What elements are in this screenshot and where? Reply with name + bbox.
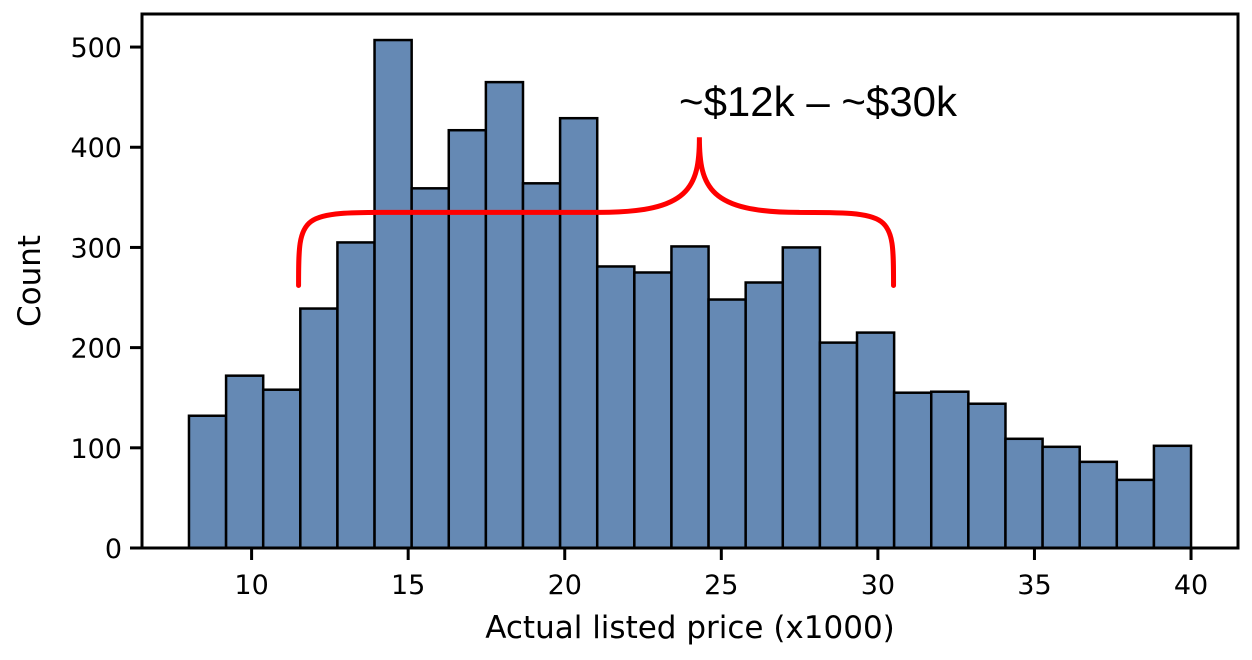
- histogram-bar: [707, 298, 747, 550]
- histogram-bar: [1115, 478, 1156, 550]
- histogram-bar: [1152, 444, 1193, 550]
- histogram-bar: [892, 391, 933, 550]
- x-axis-ticks: 10 15 20 25 30 35 40: [234, 548, 1208, 601]
- histogram-bar: [929, 390, 970, 550]
- x-axis-label: Actual listed price (x1000): [485, 610, 895, 646]
- x-tick-label: 30: [861, 570, 895, 601]
- histogram-bar: [447, 128, 488, 550]
- histogram-bar: [521, 182, 562, 550]
- histogram-bar: [595, 265, 636, 550]
- histogram-bar: [855, 331, 896, 550]
- x-tick-label: 20: [548, 570, 582, 601]
- histogram-bar: [410, 187, 451, 550]
- bars-group: [187, 38, 1193, 550]
- histogram-bar: [781, 246, 822, 550]
- y-tick-label: 200: [70, 334, 122, 365]
- histogram-bar: [1078, 460, 1119, 550]
- y-tick-label: 0: [105, 534, 122, 565]
- y-tick-label: 300: [70, 233, 122, 264]
- histogram-bar: [967, 402, 1007, 550]
- x-tick-label: 25: [704, 570, 738, 601]
- x-tick-label: 10: [234, 570, 268, 601]
- x-tick-label: 15: [391, 570, 425, 601]
- histogram-bar: [744, 281, 785, 550]
- histogram-bar: [261, 388, 302, 550]
- histogram-bar: [558, 116, 599, 550]
- histogram-bar: [336, 241, 376, 550]
- y-axis-ticks: 0 100 200 300 400 500: [70, 33, 142, 565]
- x-tick-label: 35: [1017, 570, 1051, 601]
- price-range-annotation: ~$12k – ~$30k: [679, 78, 958, 125]
- y-tick-label: 500: [70, 33, 122, 64]
- histogram-bar: [1041, 445, 1081, 550]
- histogram-bar: [224, 374, 265, 550]
- histogram-bar: [484, 80, 525, 550]
- y-tick-label: 100: [70, 434, 122, 465]
- histogram-bar: [299, 307, 339, 550]
- price-range-brace: [296, 137, 897, 289]
- histogram-bar: [1004, 437, 1044, 550]
- x-tick-label: 40: [1174, 570, 1208, 601]
- y-axis-label: Count: [12, 235, 48, 327]
- histogram-bar: [670, 245, 710, 550]
- histogram-bar: [373, 38, 413, 550]
- y-tick-label: 400: [70, 133, 122, 164]
- plot-frame: [140, 12, 1240, 550]
- histogram-bar: [818, 341, 859, 550]
- histogram-bar: [187, 414, 228, 550]
- histogram-bar: [633, 271, 673, 550]
